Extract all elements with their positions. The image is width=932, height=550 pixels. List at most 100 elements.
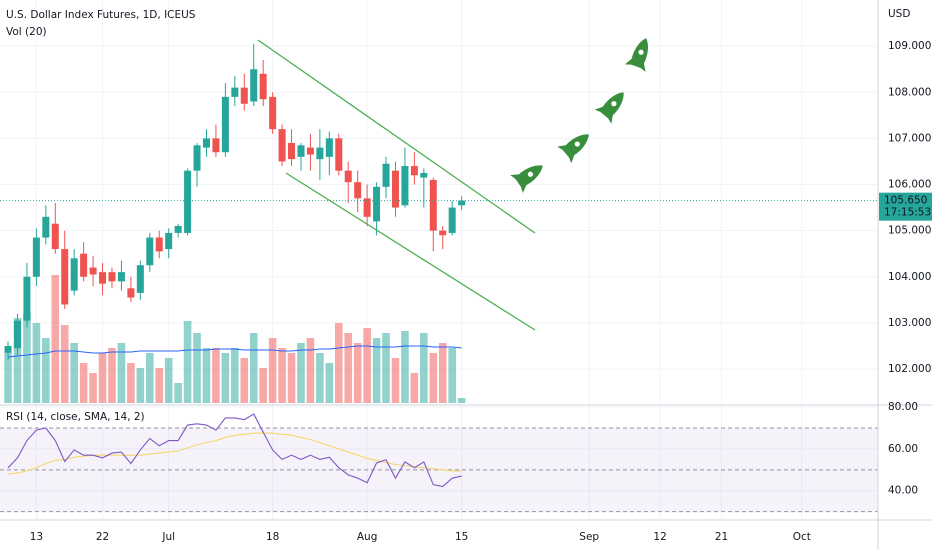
candle-body bbox=[306, 147, 314, 155]
candle-body bbox=[165, 232, 173, 250]
candle-body bbox=[99, 272, 107, 284]
candle-body bbox=[193, 145, 201, 171]
rsi-tick-label: 60.00 bbox=[888, 443, 918, 455]
chart-title: U.S. Dollar Index Futures, 1D, ICEUS bbox=[6, 9, 196, 21]
volume-bar bbox=[448, 348, 456, 403]
candle-body bbox=[51, 223, 59, 250]
rocket bbox=[594, 92, 624, 124]
candle-body bbox=[316, 147, 324, 160]
candle-body bbox=[429, 179, 437, 231]
volume-bar bbox=[297, 343, 305, 403]
y-tick-label: 109.000 bbox=[888, 40, 931, 52]
volume-bar bbox=[363, 328, 371, 403]
volume-bar bbox=[410, 373, 419, 403]
volume-bar bbox=[183, 321, 192, 403]
y-tick-label: 105.000 bbox=[888, 225, 931, 237]
volume-bar bbox=[325, 363, 334, 403]
candle-body bbox=[80, 253, 88, 277]
volume-bar bbox=[23, 313, 31, 403]
volume-bar bbox=[268, 338, 277, 403]
volume-ma bbox=[7, 345, 462, 358]
volume-bar bbox=[231, 348, 239, 403]
volume-bar bbox=[457, 398, 466, 403]
candle-body bbox=[70, 258, 78, 291]
x-tick-label: 18 bbox=[266, 531, 279, 543]
candle-body bbox=[42, 216, 50, 238]
volume-title: Vol (20) bbox=[6, 26, 47, 38]
volume-bar bbox=[42, 338, 50, 403]
y-tick-label: 106.000 bbox=[888, 179, 931, 191]
candle-body bbox=[335, 138, 343, 171]
volume-bar bbox=[174, 383, 182, 403]
volume-bar bbox=[401, 331, 409, 403]
candle-body bbox=[325, 138, 333, 157]
plot bbox=[0, 43, 878, 488]
volume-bar bbox=[278, 348, 286, 403]
candle-body bbox=[23, 276, 31, 321]
volume-bar bbox=[249, 333, 258, 403]
candle-body bbox=[401, 166, 409, 206]
volume-bar bbox=[382, 333, 390, 403]
candle-body bbox=[354, 182, 362, 199]
volume-bar bbox=[420, 333, 428, 403]
volume-bar bbox=[89, 373, 97, 403]
candle-body bbox=[146, 237, 154, 266]
candle-body bbox=[174, 226, 182, 233]
x-tick-label: 13 bbox=[30, 531, 43, 543]
volume-bar bbox=[353, 343, 362, 403]
y-tick-label: 104.000 bbox=[888, 271, 931, 283]
volume-bar bbox=[155, 368, 164, 403]
volume-bar bbox=[164, 358, 173, 403]
x-tick-label: Sep bbox=[579, 531, 599, 543]
rsi-tick-label: 40.00 bbox=[888, 485, 918, 497]
volume-bar bbox=[202, 348, 211, 403]
volume-bar bbox=[391, 358, 400, 403]
volume-bar bbox=[145, 353, 154, 403]
candle-body bbox=[61, 249, 69, 305]
y-tick-label: 102.000 bbox=[888, 363, 931, 375]
candle-body bbox=[136, 265, 144, 293]
volume-bar bbox=[79, 363, 88, 403]
candle-body bbox=[202, 138, 210, 148]
rsi-line bbox=[7, 413, 462, 488]
volume-bar bbox=[372, 338, 381, 403]
volume-bar bbox=[306, 338, 315, 403]
candle-body bbox=[4, 345, 12, 353]
volume-bar bbox=[32, 323, 41, 403]
x-tick-label: Oct bbox=[793, 531, 811, 543]
y-tick-label: 103.000 bbox=[888, 317, 931, 329]
candle-body bbox=[108, 272, 116, 282]
candle-body bbox=[382, 163, 390, 187]
volume-bar bbox=[136, 368, 145, 403]
candle-body bbox=[439, 230, 447, 236]
channel-lower bbox=[285, 172, 536, 331]
volume-bar bbox=[259, 368, 267, 403]
candle-body bbox=[221, 96, 229, 153]
candle-body bbox=[117, 272, 125, 282]
rsi-sma bbox=[7, 432, 462, 475]
candle-body bbox=[127, 288, 135, 298]
volume-bar bbox=[344, 333, 353, 403]
volume-bar bbox=[334, 323, 343, 403]
candle-body bbox=[212, 138, 220, 153]
candle-body bbox=[32, 237, 40, 277]
countdown: 17:15:53 bbox=[884, 207, 931, 219]
last-price-label: 105.650 bbox=[884, 195, 927, 207]
x-tick-label: 12 bbox=[653, 531, 666, 543]
volume-bar bbox=[98, 353, 107, 403]
channel-upper bbox=[257, 39, 536, 234]
candle-body bbox=[391, 170, 399, 208]
x-tick-label: Jul bbox=[161, 531, 175, 543]
volume-bar bbox=[127, 363, 135, 403]
rocket bbox=[510, 165, 543, 194]
x-tick-label: 15 bbox=[455, 531, 468, 543]
candle-body bbox=[278, 129, 286, 162]
volume-bar bbox=[13, 318, 22, 403]
candle-body bbox=[269, 96, 277, 130]
candle-body bbox=[184, 170, 192, 233]
volume-bar bbox=[240, 358, 249, 403]
candle-body bbox=[420, 172, 428, 178]
volume-bar bbox=[316, 353, 324, 403]
